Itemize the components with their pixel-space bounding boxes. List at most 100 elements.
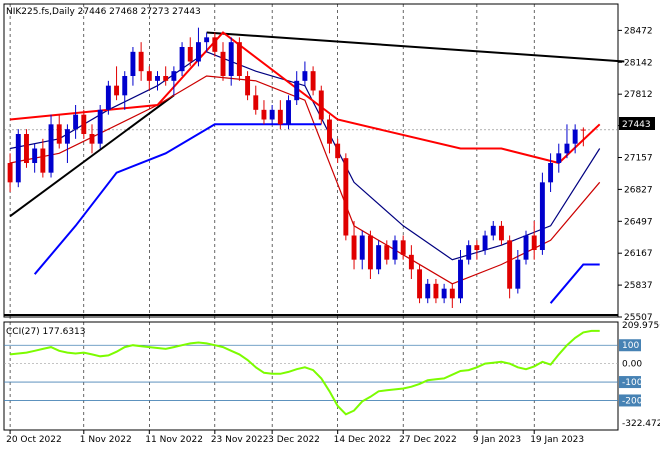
candle-up — [286, 95, 291, 130]
x-tick-label: 14 Dec 2022 — [334, 435, 392, 445]
candle-up — [376, 240, 382, 275]
candle-down — [277, 100, 283, 130]
candle-up — [539, 172, 545, 255]
cci-tick-label: 0.00 — [622, 360, 642, 370]
candle-down — [449, 283, 455, 309]
candle-down — [114, 66, 120, 101]
x-tick-label: 27 Dec 2022 — [399, 435, 457, 445]
cci-level-badge — [619, 339, 641, 352]
candle-up — [179, 42, 185, 77]
candle-down — [138, 42, 144, 81]
candle-up — [130, 47, 136, 86]
indicator-line — [10, 31, 601, 165]
candle-down — [433, 279, 439, 304]
candle-up — [466, 240, 472, 265]
main-chart-title: NIK225.fs,Daily 27446 27468 27273 27443 — [6, 7, 201, 17]
candle-up — [105, 80, 111, 115]
y-tick-label: 27157 — [624, 153, 653, 163]
candle-up — [294, 71, 300, 106]
candle-down — [417, 264, 423, 304]
candle-up — [490, 221, 496, 241]
candle-down — [343, 153, 349, 241]
x-tick-label: 23 Nov 2022 — [211, 435, 269, 445]
candle-down — [236, 37, 242, 81]
indicator-line — [549, 263, 600, 304]
candle-down — [367, 230, 373, 280]
candle-up — [441, 283, 447, 304]
candle-down — [580, 127, 586, 147]
candle-down — [318, 85, 324, 125]
candle-down — [212, 32, 218, 57]
x-tick-label: 11 Nov 2022 — [145, 435, 203, 445]
current-price-marker: 27443 — [619, 117, 655, 130]
candle-down — [310, 66, 316, 96]
candle-up — [122, 71, 128, 110]
current-price-label: 27443 — [622, 120, 651, 130]
candle-up — [204, 32, 210, 52]
candle-down — [474, 240, 480, 260]
candle-up — [523, 230, 529, 265]
y-tick-label: 28142 — [624, 58, 653, 68]
candle-down — [400, 235, 406, 260]
candle-up — [572, 124, 578, 154]
candle-up — [392, 235, 398, 265]
candle-up — [425, 279, 431, 304]
candle-down — [24, 129, 29, 168]
cci-tick-label: -100 — [622, 378, 643, 388]
candle-down — [253, 85, 259, 115]
cci-line — [9, 329, 600, 416]
x-tick-label: 3 Dec 2022 — [268, 435, 320, 445]
candle-up — [359, 230, 365, 270]
y-tick-label: 26497 — [624, 217, 653, 227]
candle-down — [146, 66, 152, 91]
candle-up — [155, 71, 160, 91]
cci-levels — [4, 344, 618, 401]
candle-up — [228, 37, 234, 86]
candle-down — [245, 71, 251, 101]
x-tick-label: 9 Jan 2023 — [473, 435, 521, 445]
x-tick-label: 19 Jan 2023 — [530, 435, 584, 445]
grid-layer — [4, 4, 618, 430]
cci-tick-label: 100 — [622, 341, 639, 351]
candle-up — [458, 250, 463, 304]
candle-down — [163, 66, 169, 86]
candle-up — [171, 66, 177, 96]
candle-down — [56, 114, 62, 149]
y-tick-label: 26167 — [624, 249, 653, 259]
y-tick-label: 28472 — [624, 26, 653, 36]
candle-up — [195, 27, 201, 67]
candles — [7, 27, 586, 309]
candle-down — [498, 221, 504, 246]
cci-panel-frame — [3, 321, 619, 431]
candle-down — [384, 240, 390, 265]
candle-up — [97, 105, 103, 149]
y-tick-label: 25507 — [624, 313, 653, 323]
candle-down — [7, 153, 13, 193]
y-tick-label: 27812 — [624, 90, 653, 100]
candle-up — [32, 143, 38, 173]
x-tick-label: 1 Nov 2022 — [80, 435, 132, 445]
y-tick-label: 25837 — [624, 281, 653, 291]
candle-down — [220, 42, 226, 81]
candle-down — [40, 138, 46, 178]
candle-up — [48, 114, 54, 178]
main-panel-frame — [3, 3, 619, 318]
candle-up — [548, 153, 554, 193]
cci-level-badge — [619, 376, 641, 389]
indicator-line — [9, 75, 601, 285]
candle-up — [269, 105, 275, 125]
trendlines — [9, 31, 625, 217]
x-tick-label: 20 Oct 2022 — [6, 435, 62, 445]
candle-up — [482, 230, 488, 255]
candle-down — [351, 221, 357, 270]
candle-down — [531, 221, 537, 260]
candle-down — [327, 114, 332, 154]
candle-down — [507, 235, 513, 299]
y-tick-label: 26827 — [624, 185, 653, 195]
candle-up — [556, 143, 562, 173]
cci-title: CCI(27) 177.6313 — [6, 327, 86, 337]
candle-down — [261, 100, 267, 125]
candle-up — [515, 250, 521, 294]
